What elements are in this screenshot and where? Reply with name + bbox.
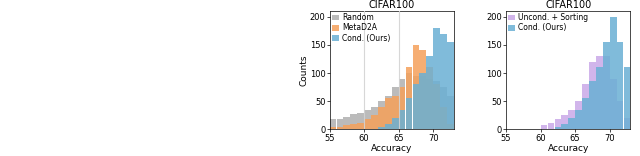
Bar — [589, 62, 596, 129]
Bar — [337, 127, 343, 129]
Bar — [378, 101, 385, 129]
Bar — [575, 110, 582, 129]
Bar — [419, 73, 426, 129]
Bar — [426, 67, 433, 129]
Bar — [447, 124, 454, 129]
Bar — [623, 67, 630, 129]
Bar — [541, 125, 547, 129]
Bar — [406, 98, 412, 129]
Bar — [447, 42, 454, 129]
Bar — [419, 50, 426, 129]
Bar — [392, 96, 399, 129]
Bar — [378, 127, 385, 129]
Bar — [596, 67, 603, 129]
Legend: Uncond. + Sorting, Cond. (Ours): Uncond. + Sorting, Cond. (Ours) — [508, 12, 589, 33]
Bar — [603, 56, 610, 129]
Bar — [364, 110, 371, 129]
Bar — [617, 42, 623, 129]
X-axis label: Accuracy: Accuracy — [371, 144, 412, 153]
Bar — [399, 79, 406, 129]
Bar — [582, 98, 589, 129]
Bar — [426, 56, 433, 129]
Bar — [413, 76, 419, 129]
Bar — [596, 56, 603, 129]
Bar — [371, 107, 378, 129]
Bar — [561, 115, 568, 129]
Bar — [399, 110, 406, 129]
Bar — [371, 115, 378, 129]
Bar — [385, 96, 392, 129]
Bar — [357, 123, 364, 129]
Bar — [440, 107, 447, 129]
Bar — [617, 101, 623, 129]
Bar — [399, 87, 406, 129]
Bar — [413, 84, 419, 129]
Bar — [330, 119, 337, 129]
Bar — [344, 125, 350, 129]
Bar — [582, 84, 589, 129]
Bar — [561, 124, 568, 129]
Bar — [392, 87, 399, 129]
Bar — [433, 81, 440, 129]
Bar — [610, 79, 616, 129]
Bar — [433, 28, 440, 129]
Y-axis label: Counts: Counts — [300, 54, 308, 86]
Bar — [413, 45, 419, 129]
Bar — [330, 127, 337, 129]
Bar — [378, 107, 385, 129]
Bar — [447, 96, 454, 129]
Bar — [610, 17, 616, 129]
Legend: Random, MetaD2A, Cond. (Ours): Random, MetaD2A, Cond. (Ours) — [331, 12, 391, 43]
Bar — [589, 81, 596, 129]
Title: CIFAR100: CIFAR100 — [545, 0, 591, 10]
Bar — [554, 127, 561, 129]
Bar — [568, 110, 575, 129]
X-axis label: Accuracy: Accuracy — [548, 144, 589, 153]
Bar — [419, 76, 426, 129]
Bar — [392, 118, 399, 129]
Bar — [568, 118, 575, 129]
Bar — [623, 118, 630, 129]
Bar — [357, 112, 364, 129]
Bar — [406, 73, 412, 129]
Bar — [575, 101, 582, 129]
Bar — [426, 79, 433, 129]
Bar — [344, 117, 350, 129]
Bar — [548, 123, 554, 129]
Bar — [337, 119, 343, 129]
Bar — [350, 124, 357, 129]
Bar — [440, 87, 447, 129]
Bar — [364, 119, 371, 129]
Bar — [406, 67, 412, 129]
Bar — [433, 84, 440, 129]
Bar — [385, 98, 392, 129]
Bar — [350, 114, 357, 129]
Title: CIFAR100: CIFAR100 — [369, 0, 415, 10]
Bar — [554, 119, 561, 129]
Bar — [385, 124, 392, 129]
Bar — [440, 34, 447, 129]
Bar — [603, 42, 610, 129]
